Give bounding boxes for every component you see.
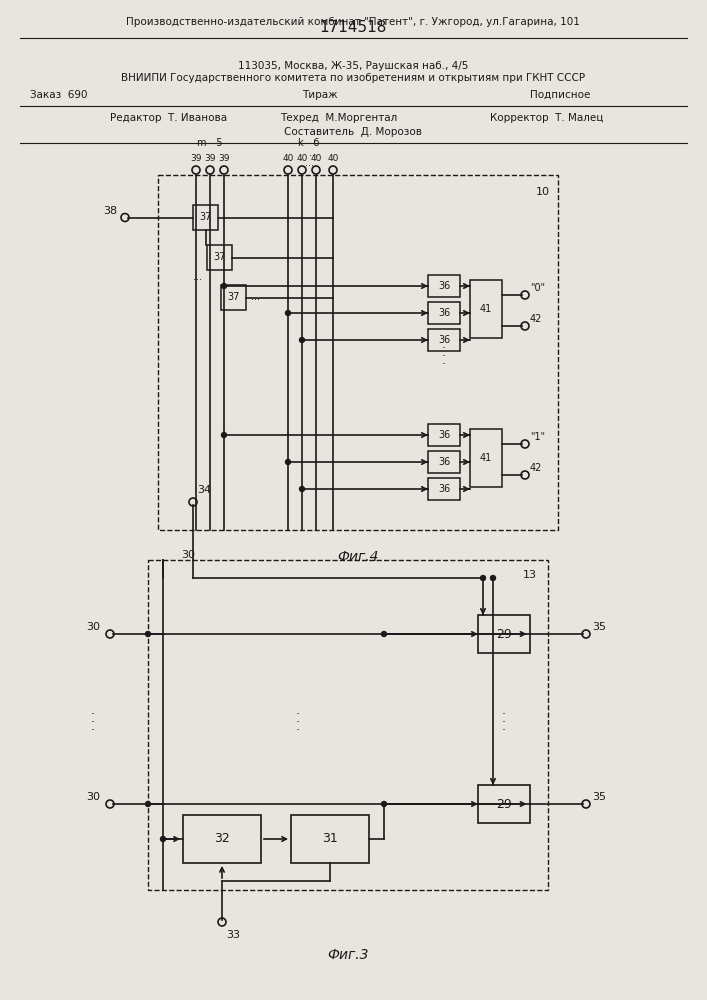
Text: 39: 39 [190, 154, 201, 163]
Circle shape [286, 460, 291, 464]
Text: .: . [442, 346, 446, 359]
Text: 113035, Москва, Ж-35, Раушская наб., 4/5: 113035, Москва, Ж-35, Раушская наб., 4/5 [238, 61, 468, 71]
Circle shape [221, 432, 226, 438]
Circle shape [382, 632, 387, 637]
Circle shape [491, 576, 496, 580]
Bar [291, 815, 369, 863]
Text: 33: 33 [226, 930, 240, 940]
Text: 36: 36 [438, 430, 450, 440]
Text: 39: 39 [218, 154, 230, 163]
Circle shape [481, 576, 486, 580]
Text: 31: 31 [322, 832, 338, 846]
Text: 36: 36 [438, 484, 450, 494]
Text: .: . [442, 354, 446, 367]
Text: 37: 37 [214, 252, 226, 262]
Text: m - 5: m - 5 [197, 138, 223, 148]
Bar [183, 815, 261, 863]
Text: 40: 40 [310, 154, 322, 163]
Text: 42: 42 [530, 463, 542, 473]
Text: 38: 38 [103, 206, 117, 216]
Text: .: . [91, 720, 95, 734]
Text: 36: 36 [438, 308, 450, 318]
Text: Подписное: Подписное [530, 90, 590, 100]
Bar [470, 429, 502, 487]
Text: Корректор  Т. Малец: Корректор Т. Малец [490, 113, 603, 123]
Text: .: . [296, 712, 300, 726]
Text: 40: 40 [327, 154, 339, 163]
Text: ...: ... [192, 272, 201, 282]
Text: 40: 40 [282, 154, 293, 163]
Text: 29: 29 [496, 628, 512, 641]
Text: 10: 10 [536, 187, 550, 197]
Text: ВНИИПИ Государственного комитета по изобретениям и открытиям при ГКНТ СССР: ВНИИПИ Государственного комитета по изоб… [121, 73, 585, 83]
Text: ...: ... [305, 158, 313, 168]
Text: Техред  М.Моргентал: Техред М.Моргентал [280, 113, 397, 123]
Bar [428, 329, 460, 351]
Text: .: . [502, 712, 506, 726]
Circle shape [146, 802, 151, 806]
Text: 34: 34 [197, 485, 211, 495]
Circle shape [300, 338, 305, 342]
Bar [221, 285, 246, 310]
Text: .: . [91, 704, 95, 718]
Bar [478, 785, 530, 823]
Text: 41: 41 [480, 304, 492, 314]
Circle shape [286, 310, 291, 316]
Text: .: . [442, 338, 446, 351]
Text: Фиг.4: Фиг.4 [337, 550, 379, 564]
Text: Тираж: Тираж [302, 90, 338, 100]
Circle shape [300, 487, 305, 491]
Bar [478, 615, 530, 653]
Bar [470, 280, 502, 338]
Text: 29: 29 [496, 798, 512, 810]
Text: .: . [502, 704, 506, 718]
Bar [428, 275, 460, 297]
Bar [428, 478, 460, 500]
Text: Заказ  690: Заказ 690 [30, 90, 88, 100]
Text: 36: 36 [438, 335, 450, 345]
Text: 40: 40 [296, 154, 308, 163]
Circle shape [382, 802, 387, 806]
Circle shape [160, 836, 165, 842]
Text: .: . [502, 720, 506, 734]
Text: ...: ... [252, 292, 260, 302]
Text: Редактор  Т. Иванова: Редактор Т. Иванова [110, 113, 227, 123]
Text: 35: 35 [592, 622, 606, 632]
Bar [207, 245, 232, 270]
Text: Фиг.3: Фиг.3 [327, 948, 369, 962]
Text: Производственно-издательский комбинат "Патент", г. Ужгород, ул.Гагарина, 101: Производственно-издательский комбинат "П… [126, 17, 580, 27]
Bar [428, 302, 460, 324]
Bar [148, 560, 548, 890]
Text: 32: 32 [214, 832, 230, 846]
Bar [428, 424, 460, 446]
Text: 42: 42 [530, 314, 542, 324]
Text: 37: 37 [199, 213, 211, 223]
Circle shape [146, 632, 151, 637]
Text: k - б: k - б [298, 138, 320, 148]
Text: .: . [91, 712, 95, 726]
Text: "1": "1" [530, 432, 545, 442]
Text: 30: 30 [86, 622, 100, 632]
Text: 41: 41 [480, 453, 492, 463]
Bar [428, 451, 460, 473]
Text: .: . [296, 704, 300, 718]
Text: 13: 13 [523, 570, 537, 580]
Text: 1714518: 1714518 [320, 20, 387, 35]
Text: 37: 37 [228, 292, 240, 302]
Text: 39: 39 [204, 154, 216, 163]
Text: ...: ... [310, 148, 318, 158]
Text: .: . [296, 720, 300, 734]
Text: 30: 30 [86, 792, 100, 802]
Text: 36: 36 [438, 281, 450, 291]
Bar [193, 205, 218, 230]
Text: 35: 35 [592, 792, 606, 802]
Text: 30: 30 [181, 550, 195, 560]
Circle shape [221, 284, 226, 288]
Bar [158, 175, 558, 530]
Text: Составитель  Д. Морозов: Составитель Д. Морозов [284, 127, 422, 137]
Text: "0": "0" [530, 283, 545, 293]
Text: 36: 36 [438, 457, 450, 467]
